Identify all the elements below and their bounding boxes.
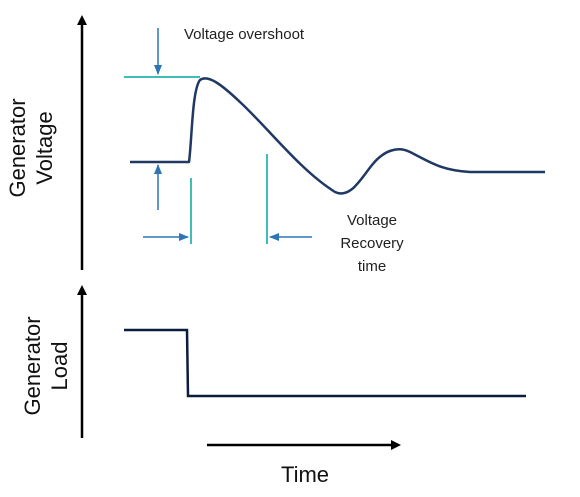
voltage-curve xyxy=(130,77,545,195)
time-label: Time xyxy=(281,462,329,487)
generator-voltage-title-line1: Generator xyxy=(5,98,30,197)
recovery-label-line1: Voltage xyxy=(347,212,397,229)
generator-voltage-title-line2: Voltage xyxy=(32,111,57,184)
generator-load-title-line2: Load xyxy=(47,342,72,391)
voltage-overshoot-label: Voltage overshoot xyxy=(184,26,305,43)
recovery-label-line3: time xyxy=(358,258,386,275)
load-curve xyxy=(124,328,526,398)
recovery-label-line2: Recovery xyxy=(340,235,404,252)
generator-load-title-line1: Generator xyxy=(20,316,45,415)
